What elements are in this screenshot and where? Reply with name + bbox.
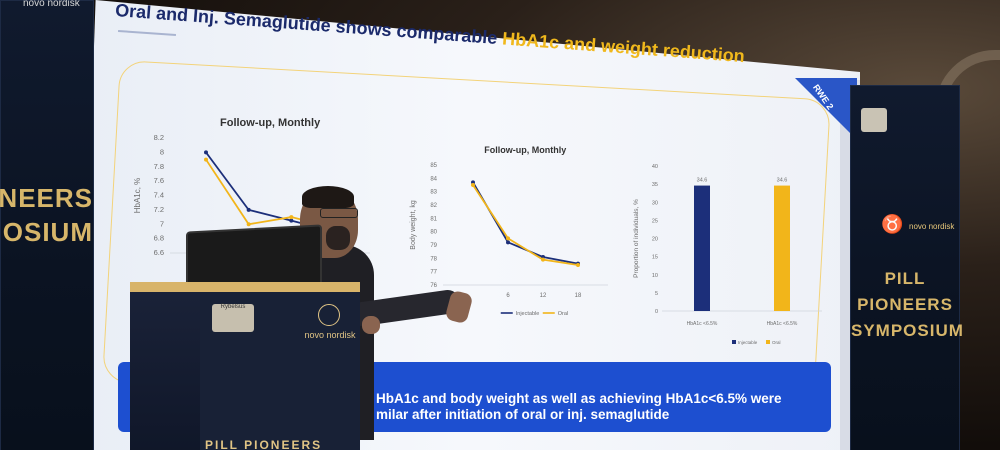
y-tick-label: 8.2 — [154, 133, 164, 142]
y-tick-label: 40 — [652, 164, 658, 170]
right-event-banner: ♉ novo nordisk PILL PIONEERS SYMPOSIUM — [850, 85, 964, 450]
presenter-beard — [326, 226, 350, 250]
y-tick-label: 7.2 — [154, 205, 164, 214]
legend-label-injectable: Injectable — [738, 340, 758, 345]
x-tick-label: HbA1c <6.5% — [687, 321, 718, 327]
y-tick-label: 20 — [652, 237, 658, 243]
podium-sponsor-logo: Rybelsus — [212, 304, 254, 332]
left-event-banner: novo nordisk ONEERS OSIUM — [0, 0, 94, 450]
data-point-injectable — [204, 150, 208, 155]
bar-injectable — [694, 185, 710, 311]
y-tick-label: 0 — [655, 309, 658, 315]
presenter-hair — [302, 186, 354, 208]
presenter-glasses — [320, 208, 358, 218]
chart-title: Follow-up, Monthly — [484, 145, 566, 155]
x-tick-label: 18 — [575, 293, 582, 299]
left-banner-line-1: ONEERS — [0, 183, 93, 213]
right-banner-line-2: SYMPOSIUM — [851, 321, 964, 340]
podium-apis-icon — [318, 304, 340, 326]
data-label: 34.6 — [697, 178, 708, 184]
data-point-oral — [576, 263, 580, 267]
right-banner-line-1: PILL PIONEERS — [857, 269, 953, 314]
series-line-injectable — [472, 181, 579, 265]
y-axis-label: HbA1c, % — [133, 178, 142, 214]
y-tick-label: 6.6 — [154, 248, 164, 257]
data-point-oral — [506, 236, 510, 241]
x-tick-label: 12 — [540, 293, 547, 299]
brand-tag-right: novo nordisk — [909, 222, 955, 231]
data-point-injectable — [506, 240, 510, 245]
y-tick-label: 77 — [430, 270, 437, 276]
body-weight-line-chart: Follow-up, Monthly Body weight, kg 85 84 83 8… — [410, 145, 608, 317]
y-tick-label: 15 — [652, 255, 658, 261]
legend-swatch-injectable — [732, 340, 736, 344]
y-tick-label: 76 — [430, 283, 437, 289]
data-point-oral — [289, 215, 294, 220]
legend-label-oral: Oral — [558, 311, 568, 317]
data-point-oral — [541, 257, 545, 262]
x-tick-label: HbA1c <6.5% — [767, 321, 798, 327]
y-tick-label: 80 — [430, 230, 437, 236]
brand-tag-left: novo nordisk — [23, 0, 80, 9]
y-tick-label: 6.8 — [154, 234, 164, 243]
y-tick-label: 79 — [430, 243, 437, 249]
y-tick-label: 83 — [430, 190, 437, 196]
y-tick-label: 85 — [430, 163, 437, 169]
left-banner-text: ONEERS OSIUM — [0, 181, 93, 249]
y-tick-label: 81 — [430, 216, 437, 222]
chart-title: Follow-up, Monthly — [220, 117, 321, 129]
data-point-oral — [246, 222, 251, 227]
data-point-oral — [204, 157, 208, 162]
y-tick-label: 5 — [655, 291, 658, 297]
x-tick-label: 6 — [506, 293, 510, 299]
presenter-hand-left — [362, 316, 380, 334]
y-tick-label: 82 — [430, 203, 437, 209]
bar-oral — [774, 185, 790, 311]
y-tick-label: 7.8 — [154, 162, 164, 171]
y-tick-label: 78 — [430, 256, 437, 262]
y-tick-label: 7 — [160, 219, 164, 228]
y-tick-label: 8 — [160, 147, 164, 156]
right-banner-text: PILL PIONEERS SYMPOSIUM — [851, 266, 964, 344]
legend-swatch-oral — [766, 340, 770, 344]
left-banner-line-2: OSIUM — [2, 217, 93, 247]
proportion-bar-chart: Proportion of individuals, % 40 35 30 25 20 15… — [633, 164, 822, 345]
podium-bottom-text: PILL PIONEERS — [205, 438, 323, 450]
legend-label-oral: Oral — [772, 340, 781, 345]
podium-sponsor-label: Rybelsus — [220, 304, 246, 310]
podium-brand: novo nordisk — [304, 330, 356, 340]
y-tick-label: 84 — [430, 176, 437, 182]
y-tick-label: 7.6 — [154, 176, 164, 185]
y-tick-label: 7.4 — [154, 191, 164, 200]
data-point-injectable — [289, 218, 294, 223]
y-tick-label: 10 — [652, 273, 658, 279]
caption-line-1: HbA1c and body weight as well as achievi… — [376, 391, 782, 406]
data-point-injectable — [246, 207, 251, 212]
data-label: 34.6 — [777, 178, 788, 184]
legend-label-injectable: Injectable — [516, 311, 540, 317]
y-tick-label: 25 — [652, 218, 658, 224]
y-axis-label: Proportion of individuals, % — [633, 199, 640, 278]
y-tick-label: 35 — [652, 182, 658, 188]
data-point-oral — [471, 183, 475, 187]
y-tick-label: 30 — [652, 200, 658, 206]
apis-bull-icon: ♉ — [881, 214, 904, 234]
caption-line-2: milar after initiation of oral or inj. s… — [376, 407, 670, 422]
series-line-oral — [472, 184, 579, 266]
y-axis-label: Body weight, kg — [410, 200, 417, 250]
sponsor-logo — [861, 108, 887, 132]
